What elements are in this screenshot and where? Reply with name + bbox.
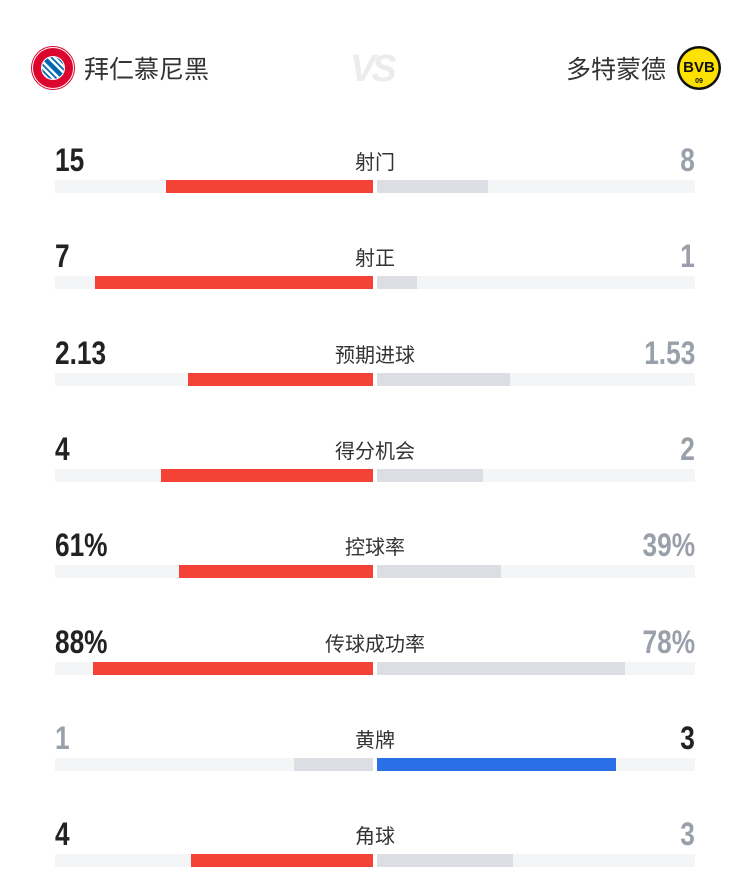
stat-label: 传球成功率 <box>325 631 425 656</box>
svg-text:09: 09 <box>695 78 703 85</box>
home-stat-value: 2.13 <box>55 334 107 371</box>
home-bar-fill <box>93 661 373 675</box>
stat-row: 7 射正 1 <box>55 238 695 314</box>
home-stat-value: 1 <box>55 719 70 756</box>
away-stat-value: 3 <box>680 816 695 853</box>
home-bar-track <box>55 276 373 290</box>
home-bar-track <box>55 757 373 771</box>
stat-label: 射正 <box>355 246 395 271</box>
bvb-logo-icon: BVB 09 <box>676 45 722 91</box>
away-bar-track <box>377 180 695 193</box>
away-bar-fill <box>377 661 626 675</box>
home-bar-track <box>55 180 373 193</box>
away-stat-value: 39% <box>642 527 695 564</box>
home-bar-track <box>55 661 373 675</box>
home-bar-fill <box>187 372 373 386</box>
away-bar-fill <box>377 468 483 482</box>
away-bar-track <box>377 276 695 290</box>
home-stat-value: 4 <box>55 430 70 467</box>
home-stat-value: 4 <box>55 816 70 853</box>
home-stat-value: 61% <box>55 527 108 564</box>
home-bar-fill <box>293 757 373 771</box>
stat-label: 角球 <box>355 824 395 849</box>
home-bar-fill <box>161 468 373 482</box>
home-bar-track <box>55 854 373 868</box>
fc-bayern-logo-icon <box>30 45 76 91</box>
away-bar-fill <box>377 565 502 579</box>
stat-label: 得分机会 <box>335 438 415 463</box>
away-stat-value: 1 <box>680 238 695 275</box>
away-team[interactable]: 多特蒙德 BVB 09 <box>566 40 722 96</box>
away-bar-track <box>377 757 695 771</box>
away-bar-track <box>377 372 695 386</box>
match-header: 拜仁慕尼黑 VS 多特蒙德 BVB 09 <box>0 40 750 96</box>
stat-row: 1 黄牌 3 <box>55 720 695 796</box>
stat-row: 88% 传球成功率 78% <box>55 624 695 700</box>
home-bar-track <box>55 468 373 482</box>
away-stat-value: 8 <box>680 142 695 178</box>
stat-row: 4 得分机会 2 <box>55 431 695 507</box>
stat-label: 射门 <box>355 150 395 174</box>
away-stat-value: 78% <box>642 623 695 660</box>
away-bar-track <box>377 468 695 482</box>
home-bar-track <box>55 565 373 579</box>
away-stat-value: 3 <box>680 719 695 756</box>
stat-label: 黄牌 <box>355 727 395 752</box>
vs-label: VS <box>350 48 397 90</box>
stat-label: 控球率 <box>345 535 405 560</box>
home-bar-fill <box>94 276 373 290</box>
away-bar-track <box>377 565 695 579</box>
home-bar-track <box>55 372 373 386</box>
home-bar-fill <box>179 565 373 579</box>
stat-row: 61% 控球率 39% <box>55 527 695 603</box>
away-bar-fill <box>377 854 514 868</box>
away-team-name: 多特蒙德 <box>565 55 666 84</box>
home-stat-value: 7 <box>55 238 70 275</box>
home-stat-value: 15 <box>55 142 85 178</box>
home-team[interactable]: 拜仁慕尼黑 <box>30 40 209 96</box>
home-stat-value: 88% <box>55 623 108 660</box>
stat-row: 4 角球 3 <box>55 816 695 892</box>
away-stat-value: 2 <box>680 430 695 467</box>
away-bar-track <box>377 854 695 868</box>
away-bar-track <box>377 661 695 675</box>
home-team-name: 拜仁慕尼黑 <box>84 55 210 84</box>
stat-label: 预期进球 <box>335 342 415 367</box>
away-stat-value: 1.53 <box>643 334 695 371</box>
away-bar-fill <box>377 180 488 193</box>
home-bar-fill <box>191 854 373 868</box>
away-bar-fill <box>377 276 417 290</box>
stat-row: 15 射门 8 <box>55 142 695 218</box>
away-bar-fill <box>377 372 510 386</box>
away-bar-fill <box>377 757 616 771</box>
home-bar-fill <box>165 180 373 193</box>
stat-row: 2.13 预期进球 1.53 <box>55 335 695 411</box>
svg-text:BVB: BVB <box>683 59 715 76</box>
